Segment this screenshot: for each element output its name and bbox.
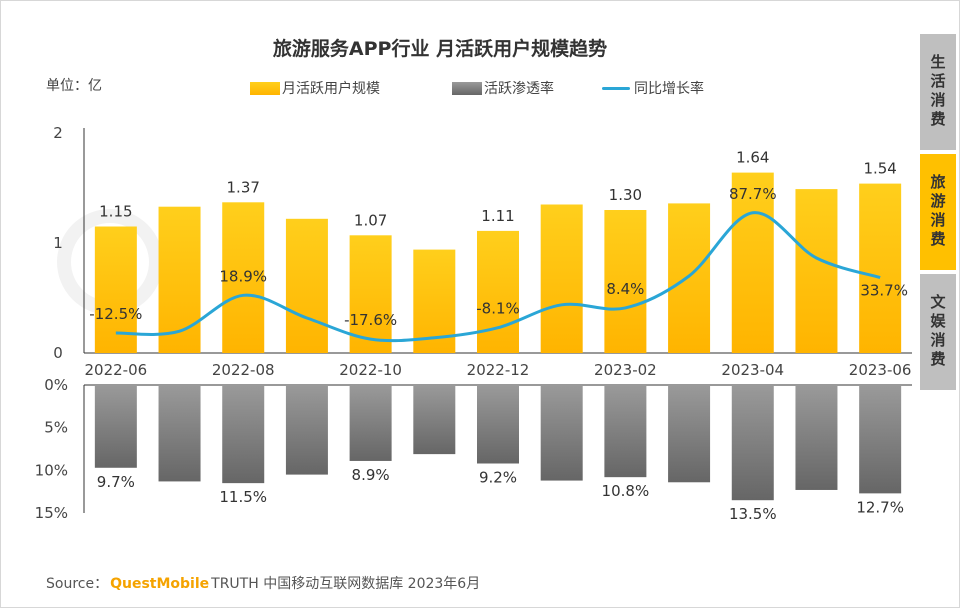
user-bar [668,203,711,353]
penetration-bar [604,385,647,478]
growth-label: 87.7% [729,185,777,203]
growth-line [115,211,881,343]
growth-label: -17.6% [344,311,397,329]
source-rest: TRUTH 中国移动互联网数据库 2023年6月 [211,576,481,592]
growth-label: -8.1% [476,300,520,318]
y-lower-tick: 15% [35,504,68,522]
user-bar [795,189,838,353]
source-note: Source： QuestMobile TRUTH 中国移动互联网数据库 202… [46,573,480,593]
x-tick-label: 2022-08 [212,361,275,379]
unit-label: 单位：亿 [46,78,102,94]
penetration-label: 10.8% [602,482,650,500]
user-bar-label: 1.37 [227,178,260,196]
y-upper-tick: 2 [53,124,63,142]
penetration-bar [94,385,137,468]
user-bar-label: 1.54 [863,160,896,178]
user-bar [158,206,201,353]
user-bar [859,183,902,353]
penetration-bar [540,385,583,481]
source-brand: QuestMobile [110,576,210,592]
legend-growth-label: 同比增长率 [634,81,704,97]
legend-growth: 同比增长率 [602,78,704,98]
penetration-bar [795,385,838,490]
legend-penetration-swatch [452,81,482,95]
user-bar [285,218,328,353]
user-bar [540,204,583,353]
user-bar-label: 1.15 [99,203,132,221]
user-bar-label: 1.11 [481,207,514,225]
user-bar [477,230,519,353]
legend-users: 月活跃用户规模 [250,78,380,98]
growth-label: 33.7% [860,282,908,300]
penetration-label: 12.7% [856,498,904,516]
growth-label: -12.5% [89,305,142,323]
source-prefix: Source： [46,576,109,592]
side-tabs: 生活消费 旅游消费 文娱消费 [920,34,956,394]
penetration-label: 8.9% [352,466,390,484]
growth-label: 8.4% [606,280,644,298]
penetration-bar [285,385,328,475]
tab-lifestyle[interactable]: 生活消费 [920,34,956,150]
x-tick-label: 2023-04 [721,361,784,379]
penetration-bar [349,385,392,461]
user-bar-label: 1.30 [609,186,642,204]
user-bar [349,235,392,353]
user-bar [731,172,774,353]
x-tick-label: 2023-02 [594,361,657,379]
y-lower-tick: 5% [44,419,68,437]
legend-penetration-label: 活跃渗透率 [484,81,554,97]
penetration-bar [668,385,711,483]
user-bar [222,202,265,353]
penetration-label: 11.5% [219,488,267,506]
x-tick-label: 2023-06 [849,361,912,379]
y-lower-tick: 0% [44,376,68,394]
penetration-bar [859,385,902,494]
penetration-label: 13.5% [729,505,777,523]
penetration-bar [222,385,265,484]
penetration-bar [477,385,519,464]
legend-users-label: 月活跃用户规模 [282,81,380,97]
y-upper-tick: 0 [53,344,63,362]
penetration-bar [158,385,201,482]
penetration-label: 9.2% [479,469,517,487]
penetration-bar [413,385,456,455]
user-bar-label: 1.07 [354,211,387,229]
legend-users-swatch [250,81,280,95]
penetration-bar [731,385,774,501]
y-lower-tick: 10% [35,461,68,479]
x-tick-label: 2022-10 [339,361,402,379]
y-upper-tick: 1 [53,234,63,252]
legend-growth-line [602,86,630,90]
tab-entertainment[interactable]: 文娱消费 [920,274,956,390]
x-tick-label: 2022-06 [85,361,148,379]
user-bar-label: 1.64 [736,149,769,167]
growth-label: 18.9% [219,267,267,285]
user-bar [604,210,647,353]
chart-title: 旅游服务APP行业 月活跃用户规模趋势 [272,38,608,60]
tab-travel[interactable]: 旅游消费 [920,154,956,270]
x-tick-label: 2022-12 [467,361,530,379]
penetration-label: 9.7% [97,473,135,491]
legend-penetration: 活跃渗透率 [452,78,554,98]
